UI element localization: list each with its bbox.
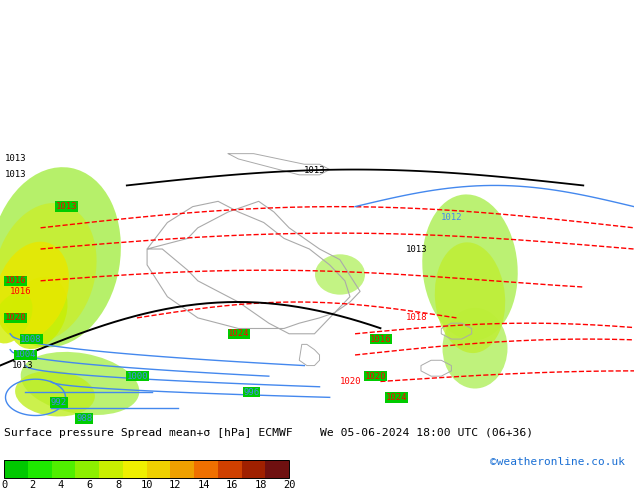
Text: 1012: 1012 [441, 213, 463, 221]
Ellipse shape [21, 352, 139, 415]
Bar [217, 460, 242, 478]
Text: 1018: 1018 [406, 314, 427, 322]
Bar [146, 460, 171, 478]
Ellipse shape [0, 203, 96, 342]
Ellipse shape [0, 167, 121, 347]
Text: 1013: 1013 [12, 361, 34, 370]
Ellipse shape [0, 242, 69, 340]
Text: 988: 988 [76, 414, 92, 423]
Bar [28, 460, 51, 478]
Bar [99, 460, 123, 478]
Bar [51, 460, 75, 478]
Text: 10: 10 [140, 480, 153, 490]
Text: ©weatheronline.co.uk: ©weatheronline.co.uk [490, 457, 625, 467]
Text: 1004: 1004 [15, 350, 37, 360]
Ellipse shape [422, 195, 518, 341]
Bar [171, 460, 194, 478]
Text: 1024: 1024 [228, 329, 250, 338]
Text: 1013: 1013 [5, 154, 27, 164]
Text: 1008: 1008 [20, 335, 42, 343]
Ellipse shape [0, 292, 32, 343]
Text: 1016: 1016 [5, 276, 27, 285]
Text: 996: 996 [243, 388, 259, 396]
Text: 1016: 1016 [370, 335, 392, 343]
Text: 0: 0 [1, 480, 7, 490]
Bar [194, 460, 217, 478]
Text: 2: 2 [29, 480, 36, 490]
Text: 1013: 1013 [56, 202, 77, 211]
Text: 14: 14 [197, 480, 210, 490]
Text: 1000: 1000 [127, 372, 148, 381]
Text: We 05-06-2024 18:00 UTC (06+36): We 05-06-2024 18:00 UTC (06+36) [320, 428, 533, 438]
Ellipse shape [443, 308, 507, 389]
Text: 1013: 1013 [304, 166, 325, 175]
Text: 1024: 1024 [385, 393, 407, 402]
Bar [4, 460, 28, 478]
Bar [265, 460, 289, 478]
Ellipse shape [15, 370, 95, 416]
Text: 6: 6 [86, 480, 93, 490]
Bar [4, 460, 289, 478]
Text: 20: 20 [283, 480, 295, 490]
Text: 8: 8 [115, 480, 121, 490]
Bar [123, 460, 146, 478]
Text: Surface pressure Spread mean+σ [hPa] ECMWF: Surface pressure Spread mean+σ [hPa] ECM… [4, 428, 293, 438]
Bar [242, 460, 265, 478]
Text: 4: 4 [58, 480, 64, 490]
Text: 1013: 1013 [406, 245, 427, 253]
Text: 1020: 1020 [340, 377, 361, 386]
Text: 18: 18 [254, 480, 267, 490]
Ellipse shape [8, 276, 68, 349]
Text: 1016: 1016 [10, 287, 32, 296]
Text: 1020: 1020 [5, 314, 27, 322]
Text: 992: 992 [51, 398, 67, 407]
Text: 1020: 1020 [365, 372, 387, 381]
Text: 1013: 1013 [5, 171, 27, 179]
Ellipse shape [315, 254, 365, 294]
Ellipse shape [435, 243, 505, 353]
Text: 12: 12 [169, 480, 181, 490]
Bar [75, 460, 99, 478]
Text: 16: 16 [226, 480, 238, 490]
